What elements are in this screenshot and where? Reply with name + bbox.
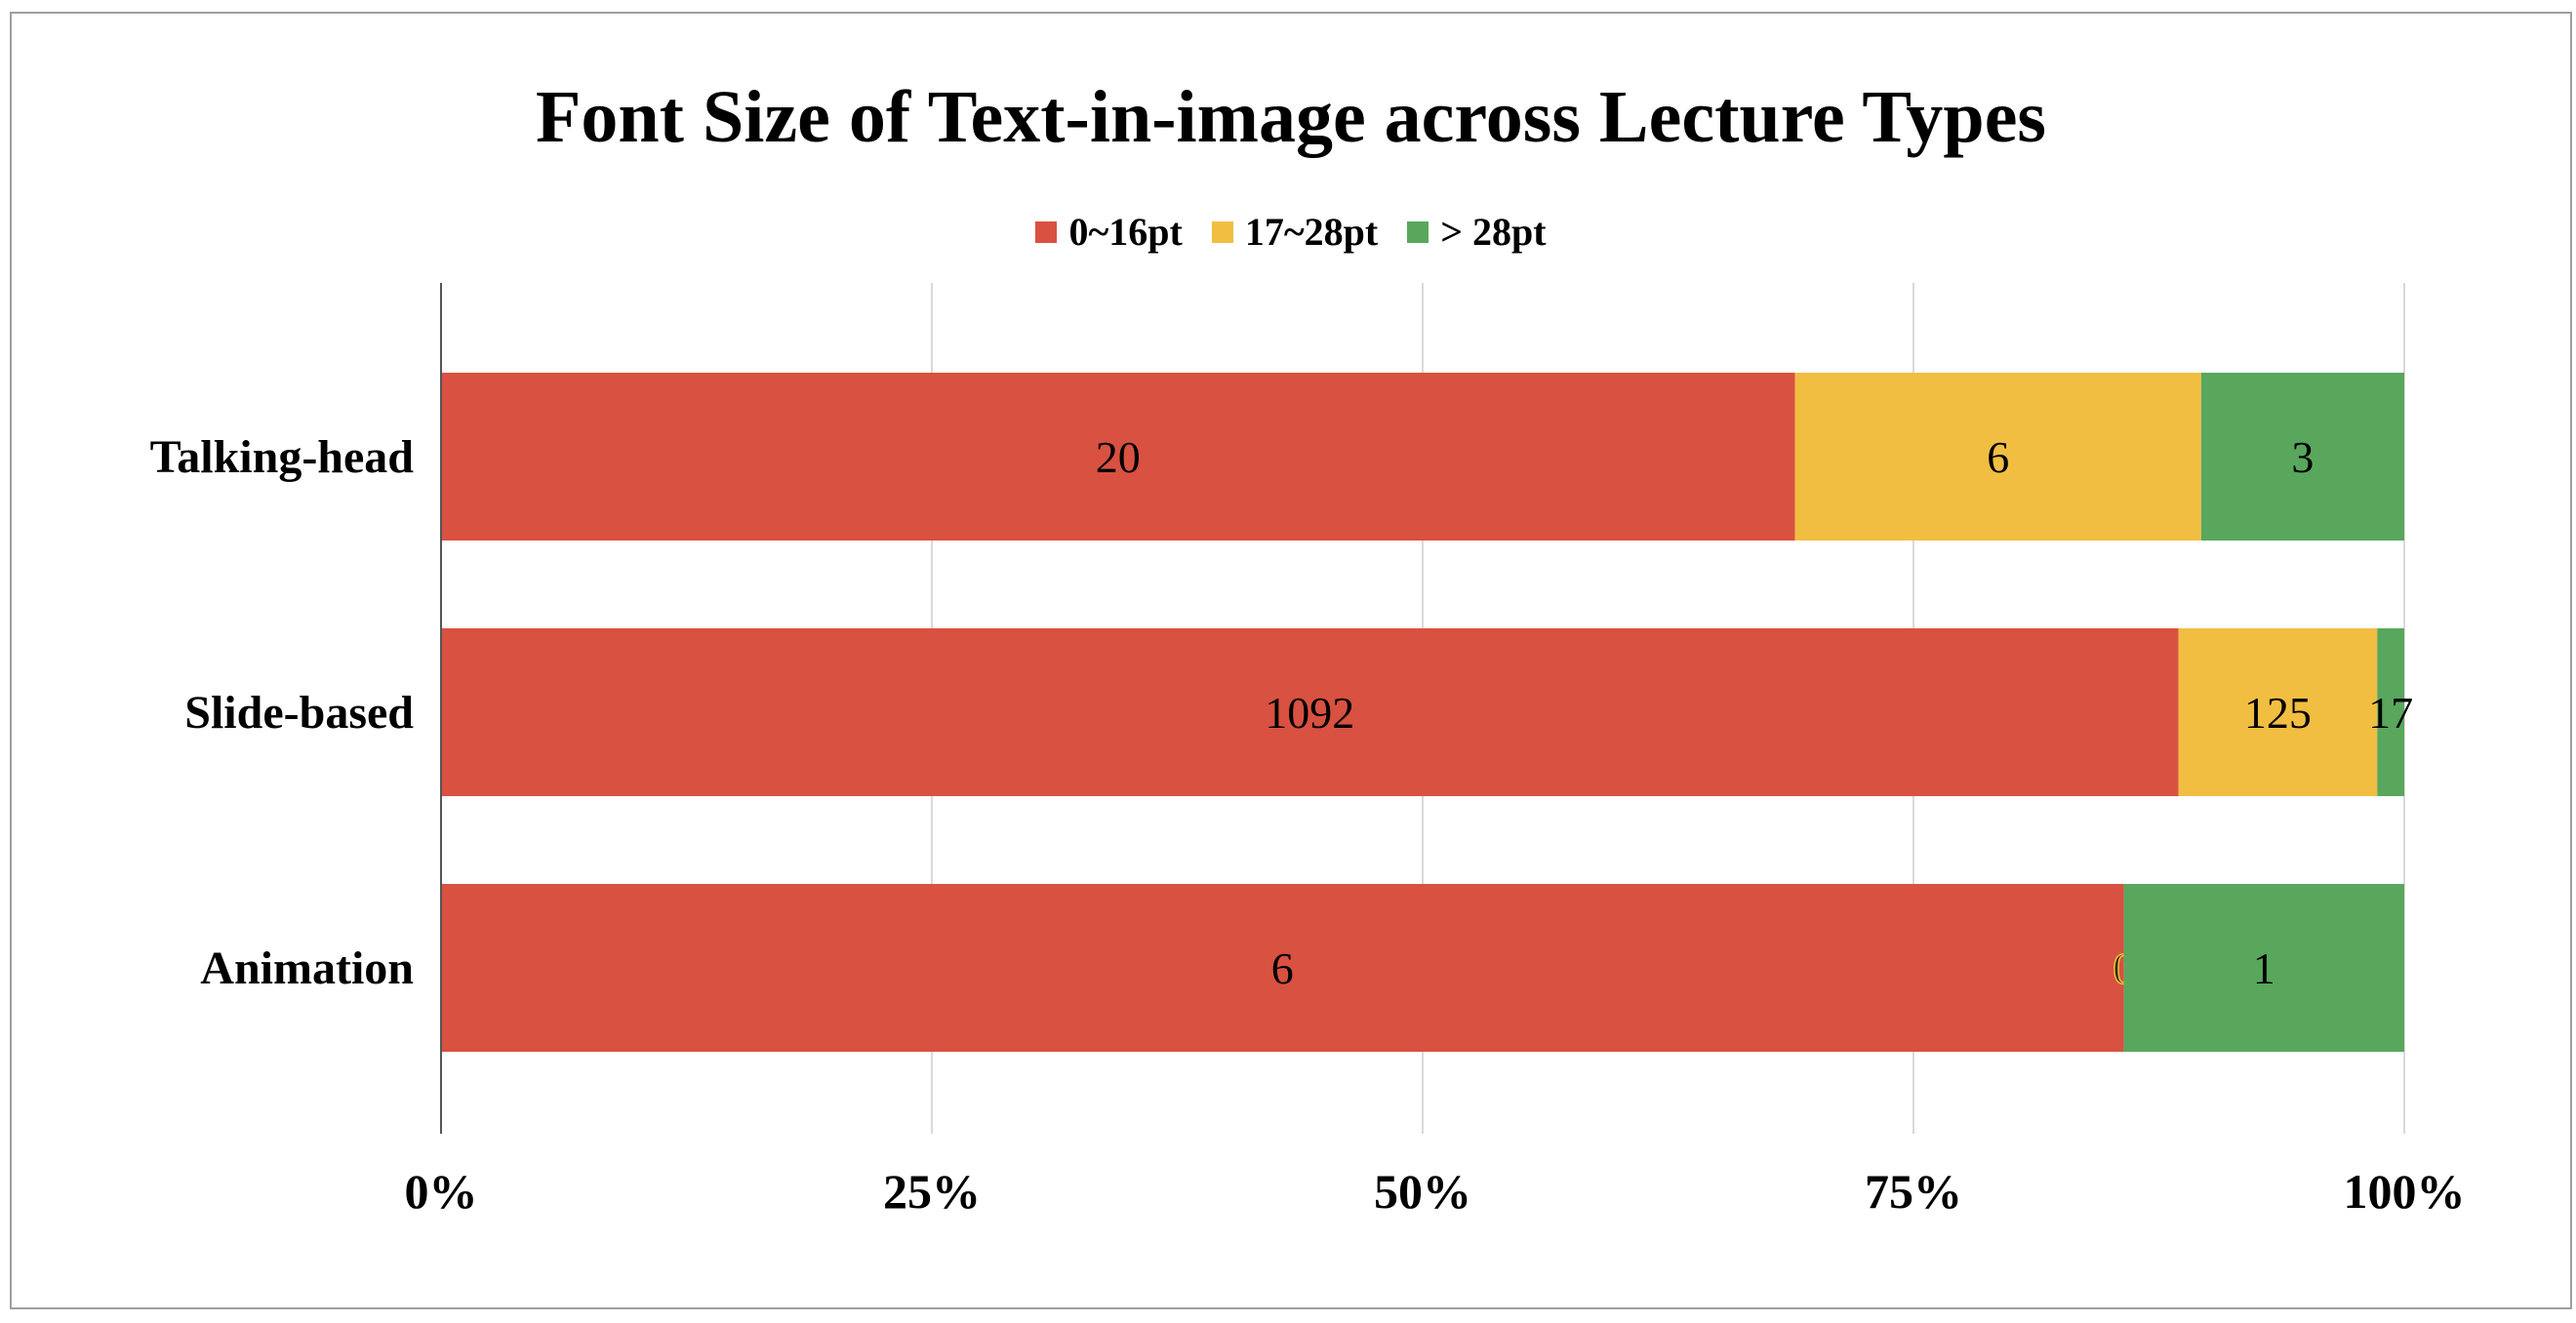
x-tick-label: 100% bbox=[2344, 1164, 2466, 1219]
category-label: Animation bbox=[200, 942, 414, 994]
bar-slide-based-1 bbox=[2178, 628, 2378, 796]
data-label: 20 bbox=[1096, 432, 1141, 482]
bar-slide-based-2 bbox=[2377, 628, 2404, 796]
x-tick-label: 25% bbox=[883, 1164, 981, 1219]
data-label: 3 bbox=[2291, 432, 2314, 482]
data-label: 17 bbox=[2368, 688, 2413, 738]
legend-label-gt-28pt: > 28pt bbox=[1440, 210, 1547, 254]
x-tick-label: 0% bbox=[405, 1164, 478, 1219]
data-label: 6 bbox=[1987, 432, 2009, 482]
bar-talking-head-1 bbox=[1794, 373, 2201, 541]
bar-animation-2 bbox=[2123, 884, 2404, 1052]
legend-item-17-28pt: 17~28pt bbox=[1211, 209, 1379, 255]
legend-swatch-0-16pt bbox=[1035, 220, 1058, 243]
legend-label-0-16pt: 0~16pt bbox=[1068, 210, 1183, 254]
chart-title: Font Size of Text-in-image across Lectur… bbox=[535, 76, 2047, 158]
bar-talking-head-2 bbox=[2200, 373, 2404, 541]
data-label: 125 bbox=[2244, 688, 2312, 738]
x-tick-label: 75% bbox=[1865, 1164, 1962, 1219]
category-label: Slide-based bbox=[184, 687, 414, 739]
legend-label-17-28pt: 17~28pt bbox=[1244, 210, 1379, 254]
data-label: 1092 bbox=[1265, 688, 1354, 738]
legend-item-0-16pt: 0~16pt bbox=[1035, 209, 1183, 255]
x-tick-label: 50% bbox=[1374, 1164, 1471, 1219]
bar-talking-head-0 bbox=[441, 373, 1795, 541]
legend-item-gt-28pt: > 28pt bbox=[1407, 209, 1547, 255]
bar-animation-0 bbox=[441, 884, 2124, 1052]
legend: 0~16pt 17~28pt > 28pt bbox=[12, 209, 2570, 255]
data-label: 1 bbox=[2253, 943, 2275, 993]
legend-swatch-gt-28pt bbox=[1407, 220, 1429, 243]
category-label: Talking-head bbox=[150, 431, 415, 483]
bar-slide-based-0 bbox=[441, 628, 2179, 796]
data-label: 6 bbox=[1271, 943, 1294, 993]
legend-swatch-17-28pt bbox=[1211, 220, 1233, 243]
